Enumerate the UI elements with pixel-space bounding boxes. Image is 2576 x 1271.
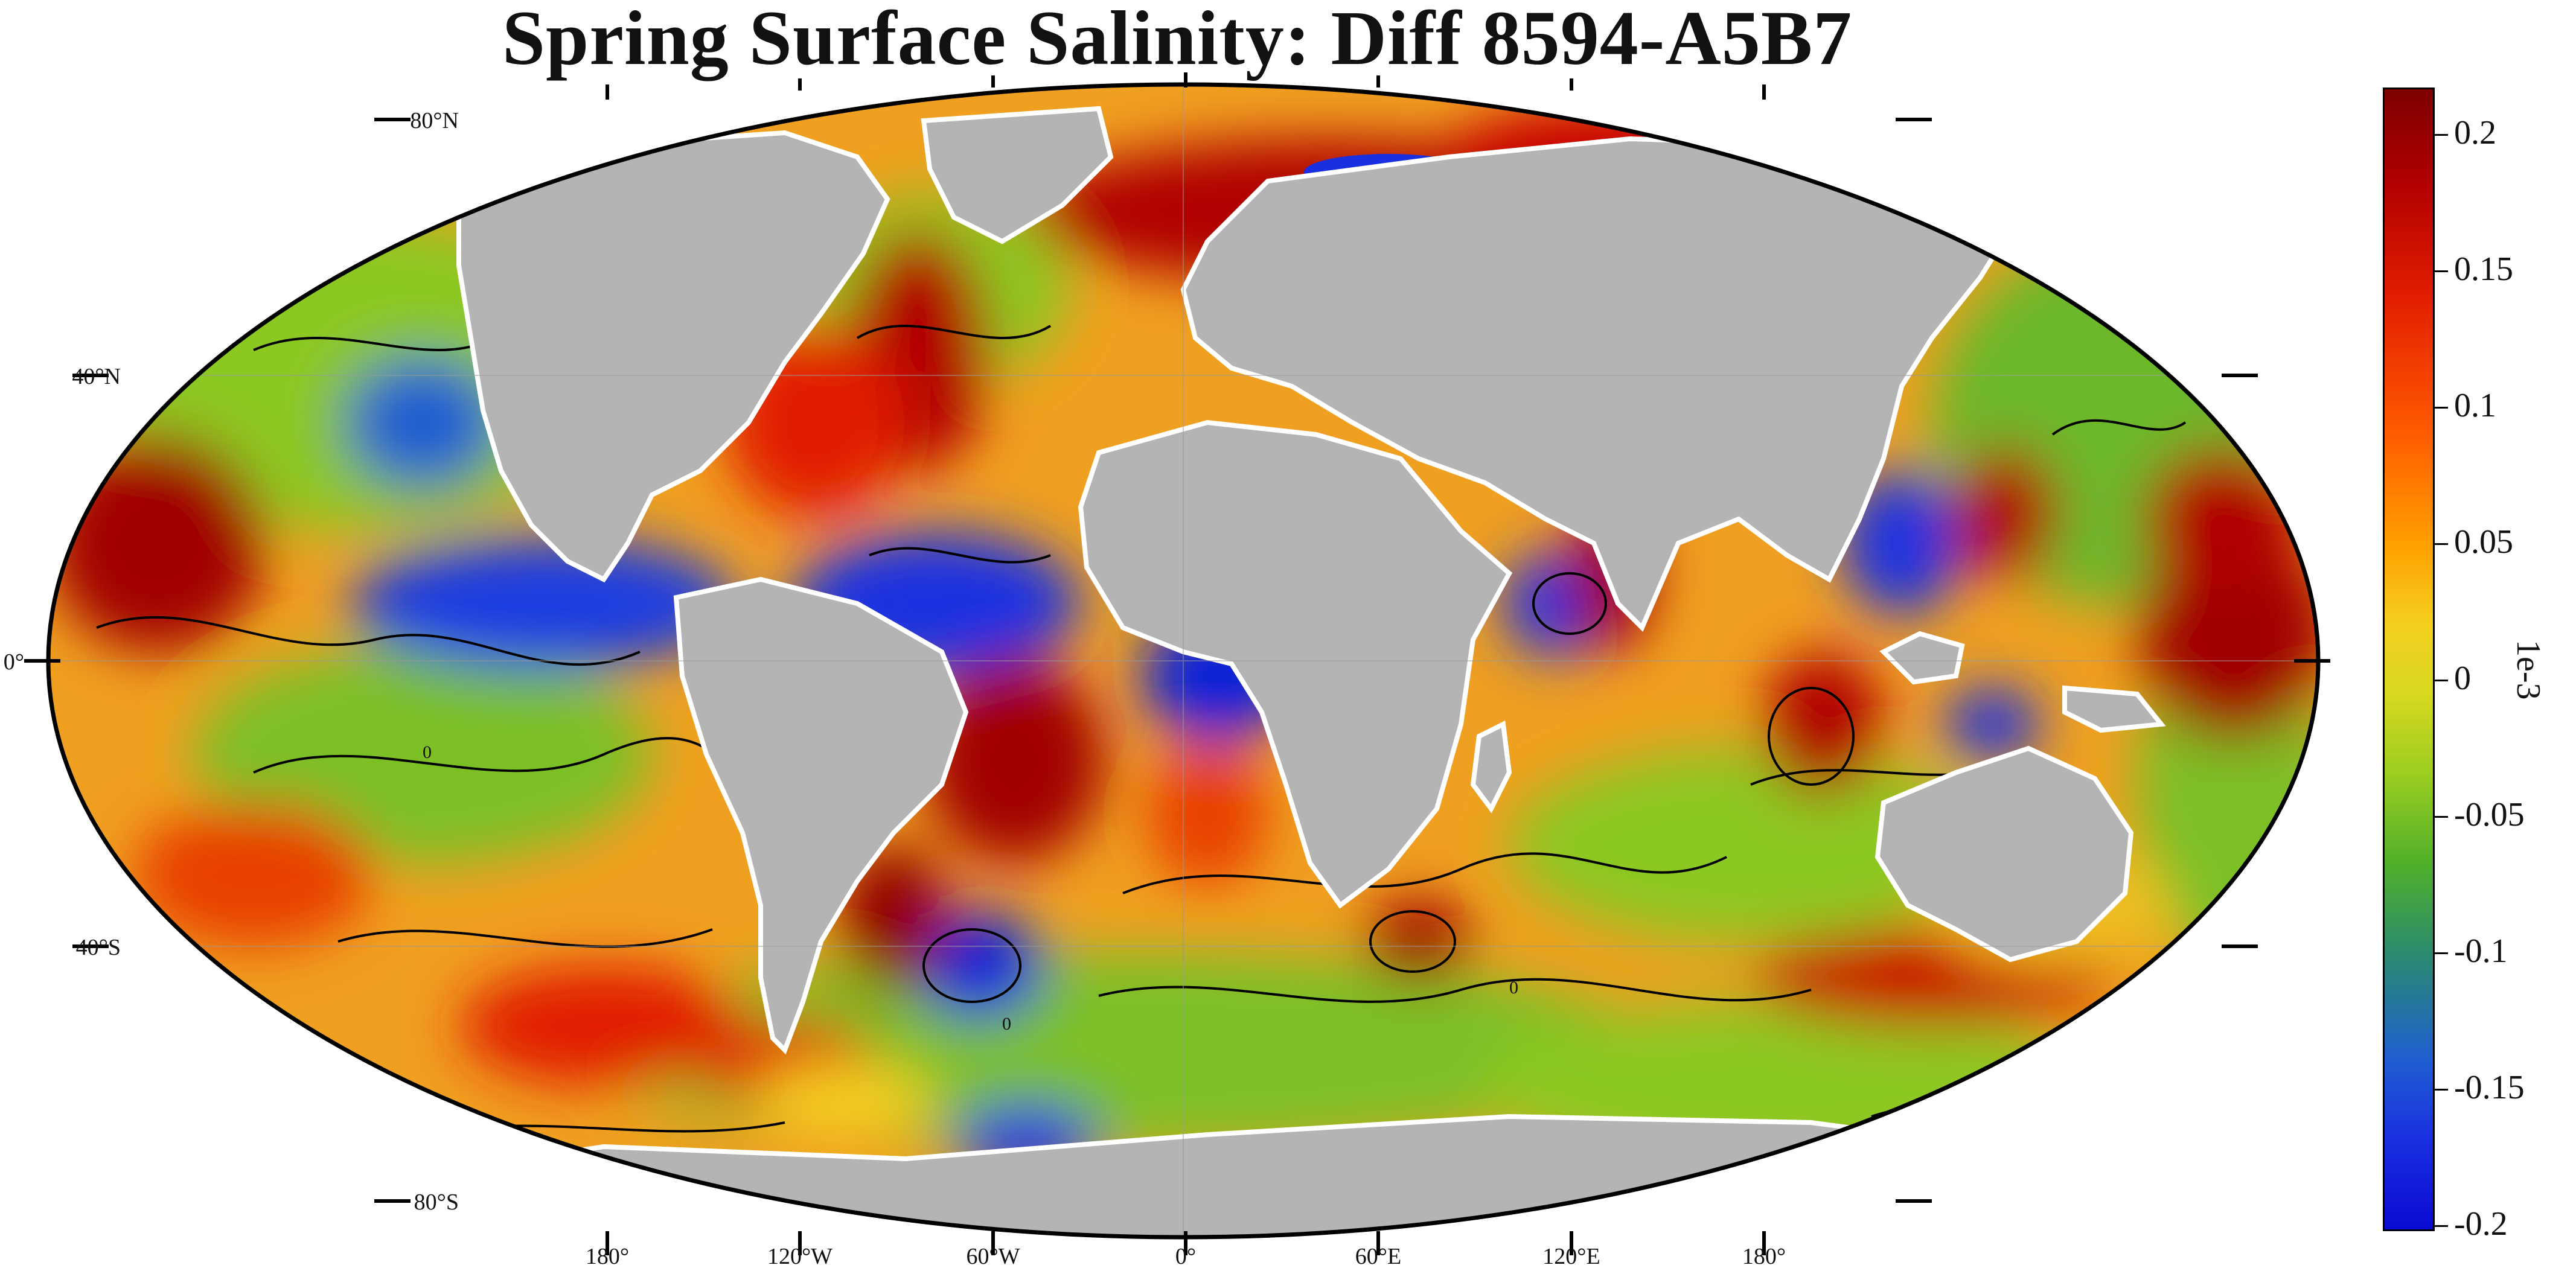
colorbar-label-0: 0 [2454, 660, 2471, 697]
colorbar-tick [2435, 134, 2448, 136]
landmass-madagascar [1470, 720, 1512, 814]
colorbar-label-neg0.15: -0.15 [2454, 1069, 2525, 1106]
colorbar [2383, 88, 2435, 1231]
world-map [24, 72, 2330, 1255]
colorbar-tick [2435, 543, 2448, 545]
landmass-africa [1078, 419, 1513, 909]
lon-label-180e: 180° [1742, 1244, 1786, 1269]
colorbar-label-0.15: 0.15 [2454, 250, 2513, 288]
lon-label-180w: 180° [585, 1244, 630, 1269]
lat-label-80s: 80°S [414, 1190, 459, 1215]
colorbar-tick [2435, 680, 2448, 681]
axis-ticks [24, 72, 2330, 1255]
landmass-greenland [921, 106, 1114, 244]
colorbar-tick [2435, 1225, 2448, 1227]
colorbar-tick [2435, 816, 2448, 818]
colorbar-label-0.2: 0.2 [2454, 114, 2496, 151]
colorbar-label-neg0.05: -0.05 [2454, 796, 2525, 833]
lon-label-0: 0° [1175, 1244, 1197, 1269]
colorbar-tick [2435, 407, 2448, 409]
lat-label-40n: 40°N [72, 364, 121, 389]
landmass-australia [1874, 745, 2134, 963]
colorbar-tick [2435, 1089, 2448, 1091]
lat-label-80n: 80°N [410, 108, 459, 133]
colorbar-label-neg0.1: -0.1 [2454, 932, 2508, 970]
contour-label: 0 [1509, 978, 1518, 998]
colorbar-label-0.1: 0.1 [2454, 387, 2496, 424]
colorbar-label-0.05: 0.05 [2454, 523, 2513, 561]
contour-label: 0 [423, 742, 432, 762]
lon-label-120e: 120°E [1542, 1244, 1600, 1269]
colorbar-tick [2435, 270, 2448, 272]
map-title: Spring Surface Salinity: Diff 8594-A5B7 [502, 0, 1853, 81]
lon-label-60w: 60°W [966, 1244, 1020, 1269]
landmass-new-guinea [2062, 685, 2166, 733]
landmass-south-america [673, 576, 969, 1055]
lat-label-40s: 40°S [75, 935, 121, 960]
graticule [48, 84, 2318, 1237]
colorbar-tick [2435, 952, 2448, 954]
landmass-north-america [456, 130, 890, 583]
colorbar-label-neg0.2: -0.2 [2454, 1205, 2508, 1243]
contour-label: 0 [1002, 1014, 1011, 1034]
lon-label-60e: 60°E [1355, 1244, 1402, 1269]
colorbar-unit-label: 1e-3 [2510, 640, 2547, 700]
lon-label-120w: 120°W [767, 1244, 833, 1269]
lat-label-equator: 0° [3, 649, 24, 675]
